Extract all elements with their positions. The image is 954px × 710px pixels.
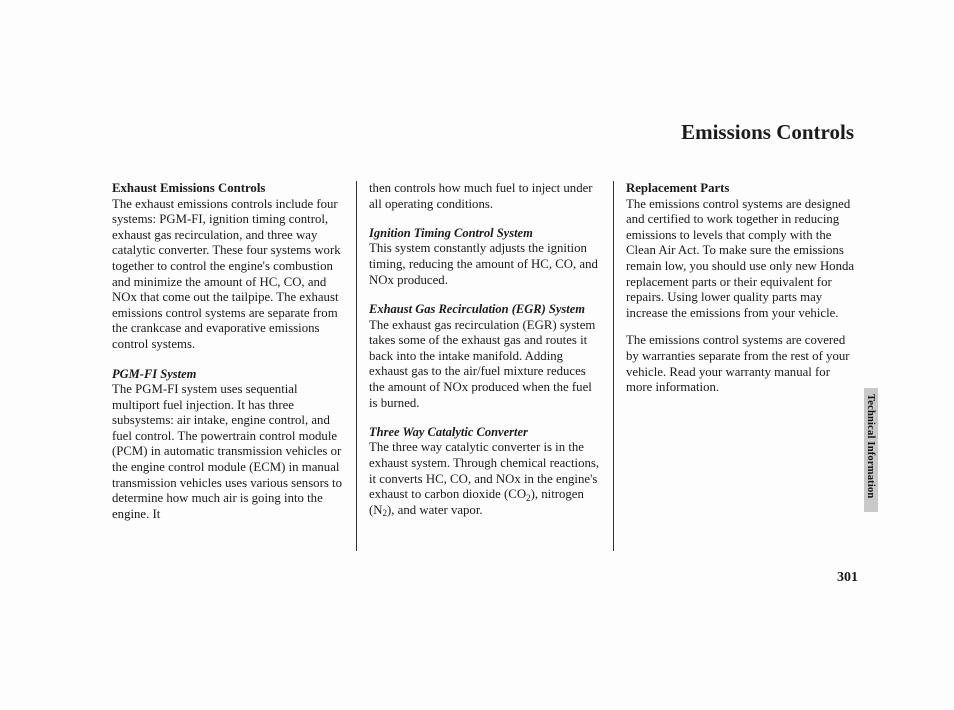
heading-pgm-fi: PGM-FI System	[112, 367, 344, 382]
paragraph: This system constantly adjusts the ignit…	[369, 241, 601, 288]
subscript: 2	[383, 508, 387, 518]
page-number: 301	[837, 570, 858, 586]
paragraph: The exhaust gas recirculation (EGR) syst…	[369, 318, 601, 412]
paragraph: The emissions control systems are covere…	[626, 333, 858, 395]
text-fragment: ), and water vapor.	[387, 503, 483, 517]
text-columns: Exhaust Emissions Controls The exhaust e…	[112, 181, 858, 551]
column-2: then controls how much fuel to inject un…	[357, 181, 613, 551]
manual-page: Emissions Controls Exhaust Emissions Con…	[0, 0, 954, 710]
heading-replacement-parts: Replacement Parts	[626, 181, 858, 197]
section-tab-label: Technical Information	[865, 394, 876, 498]
page-title: Emissions Controls	[112, 120, 858, 145]
column-3: Replacement Parts The emissions control …	[614, 181, 858, 551]
paragraph: The PGM-FI system uses sequential multip…	[112, 382, 344, 522]
heading-catalytic-converter: Three Way Catalytic Converter	[369, 425, 601, 440]
subscript: 2	[526, 493, 530, 503]
paragraph: The exhaust emissions controls include f…	[112, 197, 344, 353]
paragraph: The three way catalytic converter is in …	[369, 440, 601, 518]
paragraph: The emissions control systems are design…	[626, 197, 858, 322]
column-1: Exhaust Emissions Controls The exhaust e…	[112, 181, 356, 551]
paragraph: then controls how much fuel to inject un…	[369, 181, 601, 212]
heading-ignition-timing: Ignition Timing Control System	[369, 226, 601, 241]
heading-egr-system: Exhaust Gas Recirculation (EGR) System	[369, 302, 601, 317]
heading-exhaust-emissions: Exhaust Emissions Controls	[112, 181, 344, 197]
